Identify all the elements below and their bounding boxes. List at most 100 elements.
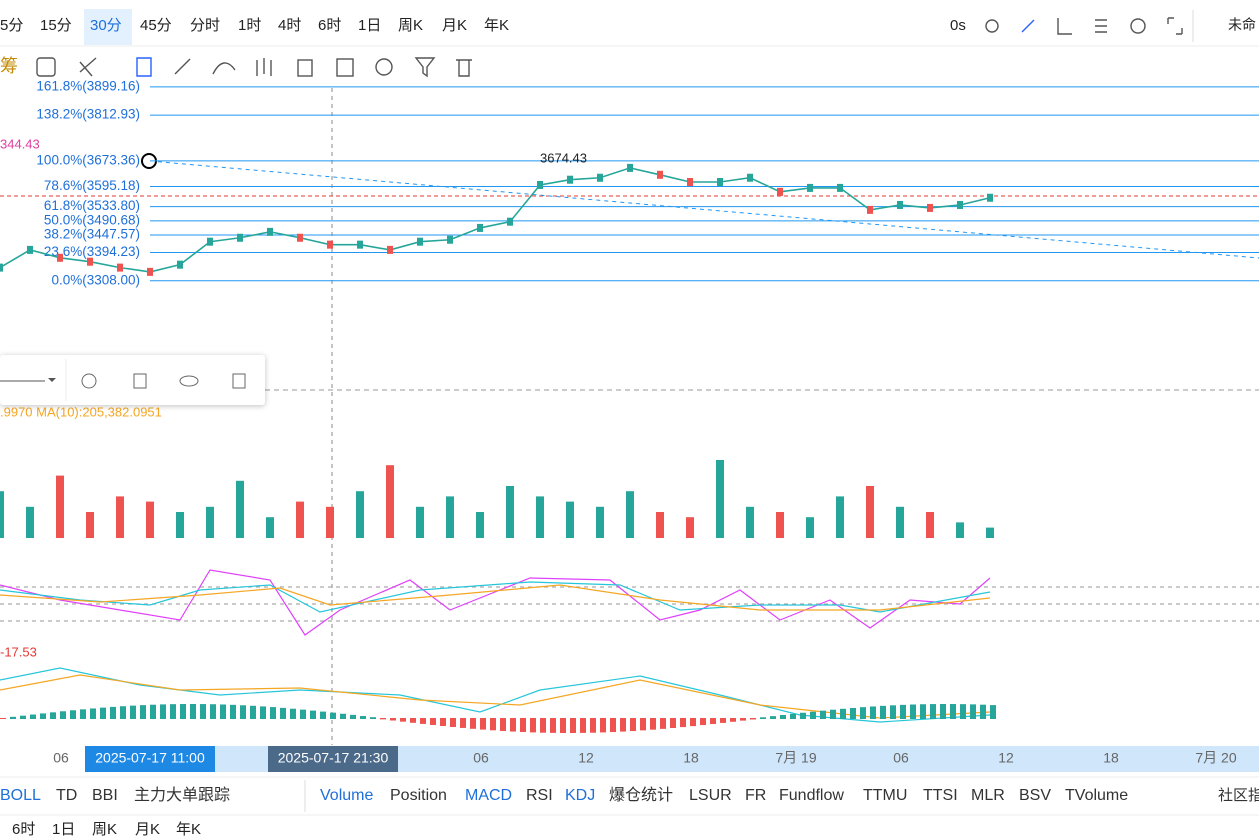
volume-bar <box>386 465 394 538</box>
indicator-tab[interactable]: TD <box>56 787 77 804</box>
volume-bar <box>986 527 994 538</box>
macd-bar <box>310 710 316 719</box>
fib-label: 138.2%(3812.93) <box>36 107 140 122</box>
interval-tab[interactable]: 45分 <box>140 17 172 34</box>
volume-bar <box>566 501 574 538</box>
interval-tab[interactable]: 1日 <box>358 17 381 34</box>
indicator-tab[interactable]: BBI <box>92 787 118 804</box>
interval-tab[interactable]: 月K <box>442 17 467 34</box>
indicator-tab[interactable]: Volume <box>320 787 373 804</box>
indicator-value: 344.43 <box>0 136 40 151</box>
macd-bar <box>20 715 26 719</box>
timer: 0s <box>950 17 966 34</box>
macd-bar <box>770 716 776 719</box>
macd-bar <box>740 718 746 721</box>
indicator-tab[interactable]: MLR <box>971 787 1005 804</box>
macd-bar <box>970 704 976 719</box>
indicator-tab[interactable]: LSUR <box>689 787 732 804</box>
candle <box>27 245 33 254</box>
macd-bar <box>850 707 856 719</box>
volume-label: .9970 MA(10):205,382.0951 <box>0 404 162 419</box>
interval-tab[interactable]: 30分 <box>90 17 122 34</box>
macd-bar <box>220 704 226 719</box>
candle <box>297 233 303 242</box>
candle <box>147 267 153 276</box>
interval-tab[interactable]: 6时 <box>318 17 341 34</box>
volume-bar <box>266 517 274 538</box>
interval-tab[interactable]: 分时 <box>190 17 220 34</box>
interval-tab[interactable]: 4时 <box>278 17 301 34</box>
candle <box>387 245 393 254</box>
macd-bar <box>760 717 766 719</box>
macd-bar <box>910 704 916 719</box>
floating-toolbar <box>0 355 265 405</box>
macd-bar <box>610 718 616 733</box>
macd-bar <box>260 706 266 719</box>
macd-bar <box>120 706 126 719</box>
candle <box>417 237 423 246</box>
indicator-tab[interactable]: RSI <box>526 787 553 804</box>
x-tick-label: 06 <box>893 750 909 766</box>
macd-bar <box>710 718 716 725</box>
interval-tab[interactable]: 月K <box>135 821 160 837</box>
macd-bar <box>430 718 436 725</box>
macd-bar <box>320 711 326 719</box>
macd-bar <box>380 718 386 720</box>
candle <box>327 240 333 249</box>
macd-bar <box>80 709 86 719</box>
macd-bar <box>860 707 866 719</box>
macd-bar <box>0 718 6 719</box>
macd-bar <box>960 704 966 719</box>
macd-bar <box>590 718 596 733</box>
macd-bar <box>280 707 286 719</box>
indicator-tab[interactable]: MACD <box>465 787 512 804</box>
candle <box>537 180 543 189</box>
interval-tab[interactable]: 周K <box>92 821 117 837</box>
community-link[interactable]: 社区指 <box>1218 787 1259 804</box>
macd-bar <box>790 713 796 719</box>
indicator-tab[interactable]: KDJ <box>565 787 595 804</box>
candle <box>987 193 993 202</box>
macd-bar <box>70 710 76 719</box>
indicator-tab[interactable]: BOLL <box>0 787 41 804</box>
x-tick-label: 06 <box>473 750 489 766</box>
interval-tab[interactable]: 1日 <box>52 821 75 837</box>
candle <box>957 200 963 209</box>
indicator-tab[interactable]: Fundflow <box>779 787 844 804</box>
macd-bar <box>370 717 376 719</box>
indicator-tab[interactable]: 主力大单跟踪 <box>134 786 230 804</box>
indicator-tab[interactable]: TTMU <box>863 787 907 804</box>
macd-bar <box>160 704 166 719</box>
interval-tab[interactable]: 1时 <box>238 17 261 34</box>
side-tab[interactable]: 筹 <box>0 56 18 76</box>
interval-tab[interactable]: 年K <box>484 17 509 34</box>
candle <box>747 173 753 182</box>
indicator-tab[interactable]: BSV <box>1019 787 1051 804</box>
candle <box>717 178 723 187</box>
indicator-tab[interactable]: TVolume <box>1065 787 1128 804</box>
indicator-tab[interactable]: FR <box>745 787 766 804</box>
macd-bar <box>270 707 276 719</box>
x-tick-label: 7月 19 <box>775 750 816 766</box>
volume-bar <box>116 496 124 538</box>
macd-bar <box>640 718 646 731</box>
volume-bar <box>326 506 334 538</box>
cloud-status[interactable]: 未命 <box>1228 17 1256 33</box>
interval-tab[interactable]: 6时 <box>12 821 35 837</box>
macd-bar <box>980 704 986 719</box>
indicator-tab[interactable]: 爆仓统计 <box>609 785 673 804</box>
macd-bar <box>870 706 876 719</box>
interval-tab[interactable]: 年K <box>176 821 201 837</box>
candle <box>0 263 3 272</box>
macd-bar <box>150 704 156 719</box>
candle <box>507 217 513 226</box>
x-tick-label: 12 <box>578 750 594 766</box>
macd-bar <box>400 718 406 722</box>
volume-bar <box>896 506 904 538</box>
indicator-tab[interactable]: TTSI <box>923 787 958 804</box>
indicator-tab[interactable]: Position <box>390 787 447 804</box>
macd-bar <box>940 704 946 719</box>
interval-tab[interactable]: 5分 <box>0 17 23 34</box>
interval-tab[interactable]: 周K <box>398 17 423 34</box>
interval-tab[interactable]: 15分 <box>40 17 72 34</box>
